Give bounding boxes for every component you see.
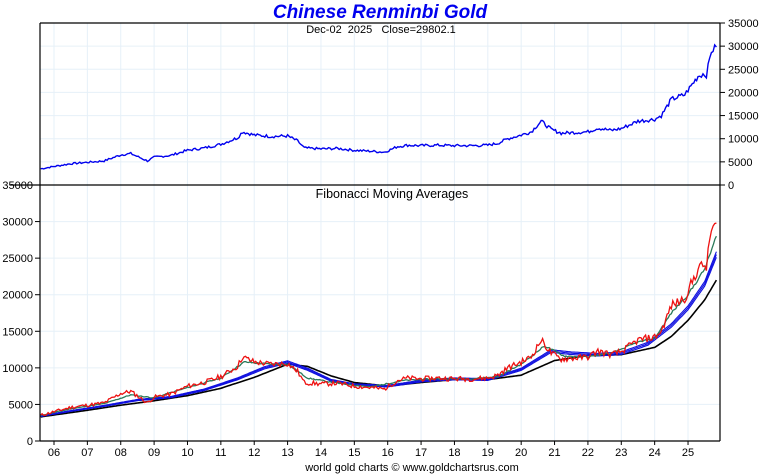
x-tick-label: 24 <box>649 447 661 459</box>
lower-y-tick-label: 30000 <box>2 217 33 229</box>
lower-y-tick-label: 0 <box>27 436 33 448</box>
upper-y-tick-label: 30000 <box>728 41 759 53</box>
footer-credit: world gold charts © www.goldchartsrus.co… <box>304 462 519 474</box>
lower-series-group <box>40 222 718 418</box>
x-tick-label: 18 <box>448 447 460 459</box>
lower-panel-title: Fibonacci Moving Averages <box>316 187 469 201</box>
x-tick-label: 22 <box>582 447 594 459</box>
upper-subtitle: Dec-02 2025 Close=29802.1 <box>306 24 456 36</box>
lower-y-tick-label: 20000 <box>2 290 33 302</box>
fma-mid-line <box>40 251 717 417</box>
x-tick-label: 12 <box>248 447 260 459</box>
lower-y-tick-label: 35000 <box>2 180 33 192</box>
x-tick-label: 16 <box>382 447 394 459</box>
upper-y-tick-label: 10000 <box>728 134 759 146</box>
upper-y-tick-label: 20000 <box>728 87 759 99</box>
upper-series-group <box>40 43 717 170</box>
chart-title: Chinese Renminbi Gold <box>272 2 488 23</box>
price-line <box>40 222 717 416</box>
x-tick-label: 10 <box>181 447 193 459</box>
upper-y-tick-label: 0 <box>728 180 734 192</box>
lower-y-axis: 0 5000 10000 15000 20000 25000 30000 35000 <box>2 180 40 448</box>
lower-y-tick-label: 5000 <box>9 399 33 411</box>
x-tick-label: 25 <box>682 447 694 459</box>
x-tick-label: 08 <box>115 447 127 459</box>
x-tick-label: 07 <box>81 447 93 459</box>
upper-grid <box>40 23 720 185</box>
x-tick-label: 17 <box>415 447 427 459</box>
upper-y-axis: 0 5000 10000 15000 20000 25000 30000 35000 <box>720 18 759 192</box>
lower-y-tick-label: 25000 <box>2 253 33 265</box>
x-tick-label: 11 <box>215 447 226 459</box>
lower-y-tick-label: 15000 <box>2 326 33 338</box>
x-tick-label: 21 <box>548 447 560 459</box>
upper-close-line <box>40 43 717 170</box>
lower-y-tick-label: 10000 <box>2 363 33 375</box>
x-axis: 06 07 08 09 10 11 12 13 14 15 16 17 18 19 20 21 22 23 24 25 <box>48 441 694 459</box>
x-tick-label: 15 <box>348 447 360 459</box>
upper-y-tick-label: 5000 <box>728 157 752 169</box>
x-tick-label: 06 <box>48 447 60 459</box>
x-tick-label: 09 <box>148 447 160 459</box>
x-tick-label: 23 <box>615 447 627 459</box>
x-tick-label: 20 <box>515 447 527 459</box>
x-tick-label: 13 <box>281 447 293 459</box>
x-tick-label: 14 <box>315 447 327 459</box>
x-tick-label: 19 <box>482 447 494 459</box>
upper-y-tick-label: 35000 <box>728 18 759 30</box>
upper-y-tick-label: 25000 <box>728 64 759 76</box>
upper-y-tick-label: 15000 <box>728 111 759 123</box>
fma-mid-line <box>40 254 717 417</box>
fma-mid-line <box>40 257 717 418</box>
